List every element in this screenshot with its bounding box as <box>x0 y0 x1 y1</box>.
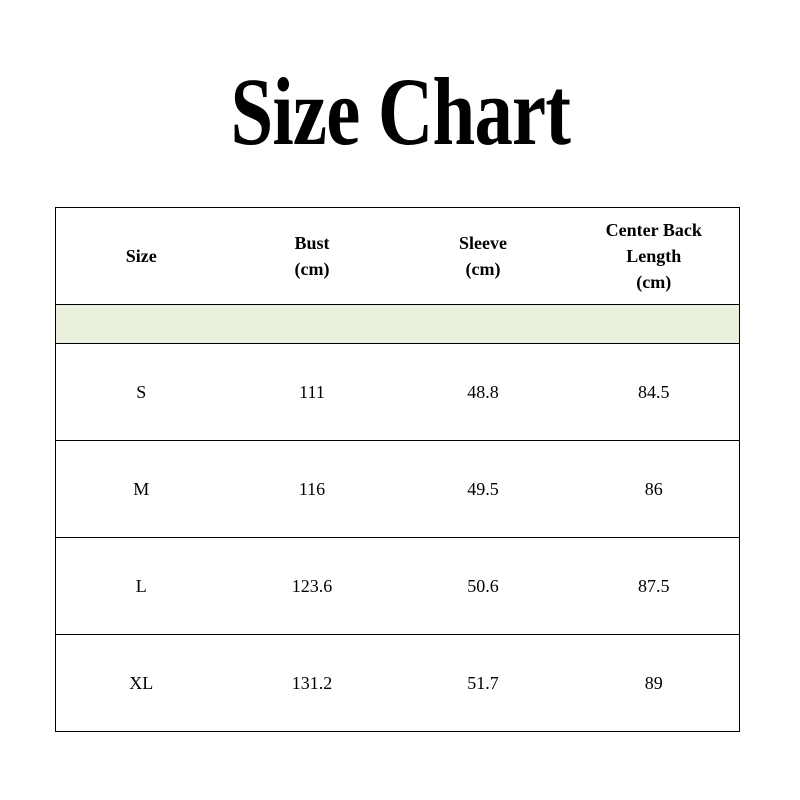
table-row: XL 131.2 51.7 89 <box>55 634 740 732</box>
cell-sleeve: 49.5 <box>397 440 569 538</box>
cell-sleeve: 51.7 <box>397 634 569 732</box>
cell-length: 86 <box>568 440 740 538</box>
header-unit: (cm) <box>636 272 672 292</box>
title-text: Size Chart <box>230 58 570 165</box>
header-line: Size <box>125 246 157 266</box>
cell-bust: 131.2 <box>226 634 398 732</box>
cell-size: L <box>55 537 227 635</box>
header-unit: (cm) <box>465 259 501 279</box>
header-unit: (cm) <box>294 259 330 279</box>
size-table: Size Bust (cm) Sleeve (cm) Center Back Leng… <box>55 207 740 732</box>
page-title: Size Chart <box>0 62 800 162</box>
header-bust: Bust (cm) <box>226 207 398 305</box>
table-row: S 111 48.8 84.5 <box>55 343 740 441</box>
header-center-back-length: Center Back Length (cm) <box>568 207 740 305</box>
header-sleeve: Sleeve (cm) <box>397 207 569 305</box>
header-line: Length <box>626 246 682 266</box>
spacer-band <box>55 304 740 344</box>
cell-size: M <box>55 440 227 538</box>
cell-bust: 116 <box>226 440 398 538</box>
cell-sleeve: 48.8 <box>397 343 569 441</box>
cell-bust: 123.6 <box>226 537 398 635</box>
cell-length: 84.5 <box>568 343 740 441</box>
cell-length: 89 <box>568 634 740 732</box>
header-row: Size Bust (cm) Sleeve (cm) Center Back Leng… <box>55 207 740 305</box>
header-size: Size <box>55 207 227 305</box>
table-row: L 123.6 50.6 87.5 <box>55 537 740 635</box>
cell-size: S <box>55 343 227 441</box>
cell-size: XL <box>55 634 227 732</box>
cell-sleeve: 50.6 <box>397 537 569 635</box>
header-line: Bust <box>294 233 330 253</box>
table-row: M 116 49.5 86 <box>55 440 740 538</box>
band-cell <box>55 304 740 344</box>
cell-length: 87.5 <box>568 537 740 635</box>
header-line: Sleeve <box>459 233 507 253</box>
header-line: Center Back <box>605 220 702 240</box>
cell-bust: 111 <box>226 343 398 441</box>
